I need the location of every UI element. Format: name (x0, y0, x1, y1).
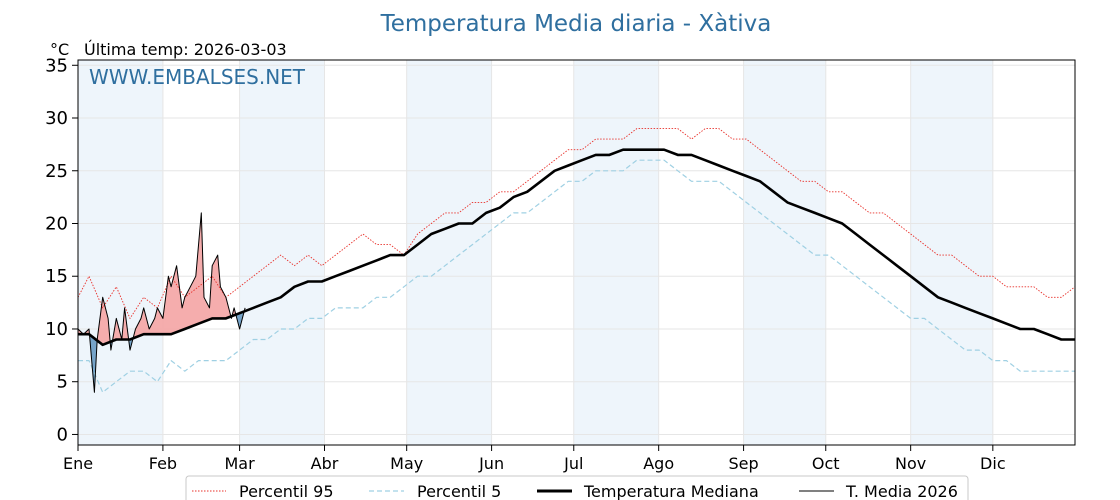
y-tick-label: 30 (45, 108, 68, 129)
x-tick-label-ene: Ene (63, 454, 93, 473)
unit-label: °C (50, 40, 69, 59)
x-tick-label-jun: Jun (478, 454, 504, 473)
y-tick-label: 5 (57, 372, 68, 393)
x-tick-label-mar: Mar (225, 454, 256, 473)
below-median-fill (236, 311, 245, 329)
x-tick-label-oct: Oct (812, 454, 840, 473)
y-ticks: 0 5 10 15 20 25 30 35 (45, 55, 78, 445)
month-band-nov (910, 60, 993, 445)
x-tick-label-dic: Dic (980, 454, 1006, 473)
x-tick-label-abr: Abr (311, 454, 339, 473)
month-band-ene (78, 60, 163, 445)
y-tick-label: 10 (45, 319, 68, 340)
series-percentil-5 (78, 159, 1075, 393)
x-tick-label-feb: Feb (149, 454, 177, 473)
month-band-jul (573, 60, 659, 445)
legend-label-p5: Percentil 5 (417, 482, 501, 500)
x-tick-label-jul: Jul (563, 454, 583, 473)
x-ticks: Ene Feb Mar Abr May Jun Jul Ago Sep Oct Nov Dic (63, 445, 1006, 473)
month-band-mar (239, 60, 325, 445)
last-update-label: Última temp: 2026-03-03 (84, 40, 287, 59)
month-band-may (406, 60, 492, 445)
watermark: WWW.EMBALSES.NET (89, 65, 306, 89)
y-tick-label: 35 (45, 55, 68, 76)
plot-frame (77, 59, 1076, 446)
below-median-fill (89, 334, 98, 393)
x-tick-label-ago: Ago (643, 454, 674, 473)
series-lines (77, 128, 1076, 393)
legend-label-p95: Percentil 95 (239, 482, 334, 500)
chart-title: Temperatura Media diaria - Xàtiva (380, 11, 772, 37)
above-median-fill (97, 297, 111, 345)
x-tick-label-may: May (390, 454, 423, 473)
y-tick-label: 25 (45, 161, 68, 182)
month-bands (78, 60, 993, 445)
y-tick-label: 0 (57, 424, 68, 445)
above-median-fill (133, 212, 232, 339)
series-percentil-95 (77, 128, 1076, 319)
y-tick-label: 15 (45, 266, 68, 287)
x-tick-label-nov: Nov (895, 454, 926, 473)
legend-label-median: Temperatura Mediana (583, 482, 759, 500)
series-temperatura-mediana (78, 148, 1075, 347)
x-tick-label-sep: Sep (729, 454, 759, 473)
legend-box (185, 475, 969, 500)
series-t-media-2026 (77, 212, 246, 393)
y-tick-label: 20 (45, 213, 68, 234)
legend-label-current: T. Media 2026 (845, 482, 958, 500)
legend: Percentil 95 Percentil 5 Temperatura Med… (185, 475, 969, 500)
